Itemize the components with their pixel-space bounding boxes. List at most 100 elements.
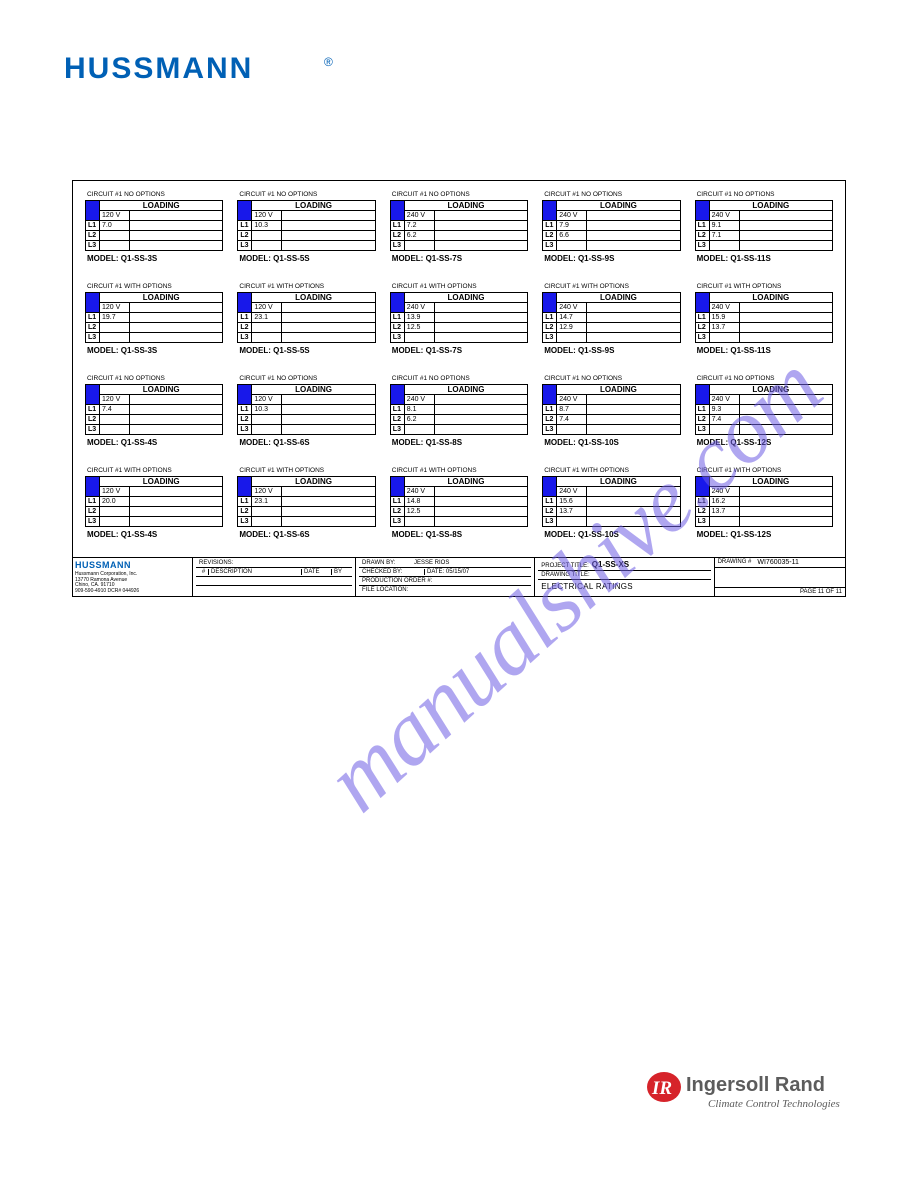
circuit-title: CIRCUIT #1 NO OPTIONS [237, 191, 375, 198]
title-block: HUSSMANN Hussmann Corporation, Inc. 1377… [73, 557, 845, 596]
line-label: L3 [390, 333, 404, 343]
blue-cell [695, 385, 709, 405]
model-label: MODEL: Q1-SS-7S [390, 346, 528, 355]
line-value: 10.3 [252, 221, 282, 231]
circuit-box: CIRCUIT #1 WITH OPTIONSLOADING240 VL114.… [390, 467, 528, 539]
blue-cell [86, 385, 100, 405]
circuit-title: CIRCUIT #1 WITH OPTIONS [237, 283, 375, 290]
line-label: L2 [390, 231, 404, 241]
model-label: MODEL: Q1-SS-12S [695, 530, 833, 539]
tb-rev-label: REVISIONS: [196, 559, 352, 568]
loading-label: LOADING [100, 201, 223, 211]
loading-label: LOADING [404, 201, 527, 211]
line-label: L2 [390, 323, 404, 333]
line-value: 10.3 [252, 405, 282, 415]
blue-cell [390, 201, 404, 221]
circuit-table: LOADING120 VL17.4L2L3 [85, 384, 223, 435]
blue-cell [543, 201, 557, 221]
line-label: L3 [543, 241, 557, 251]
blue-cell [238, 293, 252, 313]
line-value [557, 517, 587, 527]
tb-addr4: 909-590-4910 DCR# 044926 [75, 589, 190, 595]
line-value: 8.1 [404, 405, 434, 415]
line-value [252, 425, 282, 435]
circuit-title: CIRCUIT #1 NO OPTIONS [695, 375, 833, 382]
line-label: L3 [238, 517, 252, 527]
line-label: L3 [543, 333, 557, 343]
voltage: 240 V [404, 395, 434, 405]
line-label: L2 [695, 323, 709, 333]
line-value [404, 425, 434, 435]
line-label: L2 [86, 507, 100, 517]
line-label: L1 [695, 313, 709, 323]
blue-cell [86, 477, 100, 497]
voltage: 240 V [709, 487, 739, 497]
line-label: L3 [86, 517, 100, 527]
line-label: L2 [543, 507, 557, 517]
circuit-table: LOADING240 VL18.1L26.2L3 [390, 384, 528, 435]
line-value: 7.2 [404, 221, 434, 231]
circuit-table: LOADING120 VL17.0L2L3 [85, 200, 223, 251]
line-value: 12.5 [404, 507, 434, 517]
circuit-box: CIRCUIT #1 NO OPTIONSLOADING120 VL110.3L… [237, 375, 375, 447]
line-value: 16.2 [709, 497, 739, 507]
line-label: L1 [238, 221, 252, 231]
line-value: 9.1 [709, 221, 739, 231]
circuit-title: CIRCUIT #1 NO OPTIONS [237, 375, 375, 382]
circuit-table: LOADING120 VL123.1L2L3 [237, 476, 375, 527]
circuit-box: CIRCUIT #1 WITH OPTIONSLOADING240 VL115.… [695, 283, 833, 355]
line-label: L2 [86, 415, 100, 425]
loading-label: LOADING [100, 385, 223, 395]
line-label: L1 [86, 497, 100, 507]
line-label: L1 [390, 405, 404, 415]
circuit-title: CIRCUIT #1 NO OPTIONS [390, 191, 528, 198]
circuit-box: CIRCUIT #1 NO OPTIONSLOADING120 VL110.3L… [237, 191, 375, 263]
loading-label: LOADING [709, 201, 832, 211]
line-value: 12.5 [404, 323, 434, 333]
circuit-title: CIRCUIT #1 NO OPTIONS [542, 191, 680, 198]
line-label: L3 [695, 333, 709, 343]
line-label: L2 [695, 507, 709, 517]
blue-cell [543, 293, 557, 313]
line-label: L1 [543, 497, 557, 507]
circuit-table: LOADING120 VL119.7L2L3 [85, 292, 223, 343]
blue-cell [86, 293, 100, 313]
circuit-table: LOADING240 VL115.6L213.7L3 [542, 476, 680, 527]
model-label: MODEL: Q1-SS-6S [237, 530, 375, 539]
circuit-title: CIRCUIT #1 WITH OPTIONS [237, 467, 375, 474]
blue-cell [390, 293, 404, 313]
voltage: 240 V [709, 211, 739, 221]
circuit-box: CIRCUIT #1 WITH OPTIONSLOADING240 VL114.… [542, 283, 680, 355]
line-value: 13.7 [709, 507, 739, 517]
circuit-title: CIRCUIT #1 WITH OPTIONS [695, 283, 833, 290]
svg-text:IR: IR [651, 1078, 672, 1099]
line-value [404, 241, 434, 251]
model-label: MODEL: Q1-SS-4S [85, 530, 223, 539]
line-label: L1 [695, 405, 709, 415]
circuit-title: CIRCUIT #1 WITH OPTIONS [542, 283, 680, 290]
circuit-box: CIRCUIT #1 NO OPTIONSLOADING120 VL17.4L2… [85, 375, 223, 447]
line-value [709, 241, 739, 251]
blue-cell [238, 385, 252, 405]
line-label: L3 [390, 517, 404, 527]
line-value [404, 333, 434, 343]
line-label: L3 [238, 241, 252, 251]
line-value [100, 425, 130, 435]
circuit-box: CIRCUIT #1 NO OPTIONSLOADING240 VL17.9L2… [542, 191, 680, 263]
voltage: 120 V [252, 303, 282, 313]
loading-label: LOADING [709, 293, 832, 303]
line-value [557, 425, 587, 435]
line-value [252, 415, 282, 425]
line-value: 15.6 [557, 497, 587, 507]
svg-text:®: ® [324, 55, 333, 69]
blue-cell [543, 385, 557, 405]
tb-logo-area: HUSSMANN Hussmann Corporation, Inc. 1377… [73, 558, 193, 596]
line-value: 7.9 [557, 221, 587, 231]
line-value [100, 415, 130, 425]
voltage: 240 V [557, 395, 587, 405]
circuit-box: CIRCUIT #1 NO OPTIONSLOADING240 VL19.1L2… [695, 191, 833, 263]
circuit-title: CIRCUIT #1 WITH OPTIONS [85, 467, 223, 474]
blue-cell [86, 201, 100, 221]
line-value [252, 231, 282, 241]
model-label: MODEL: Q1-SS-9S [542, 254, 680, 263]
